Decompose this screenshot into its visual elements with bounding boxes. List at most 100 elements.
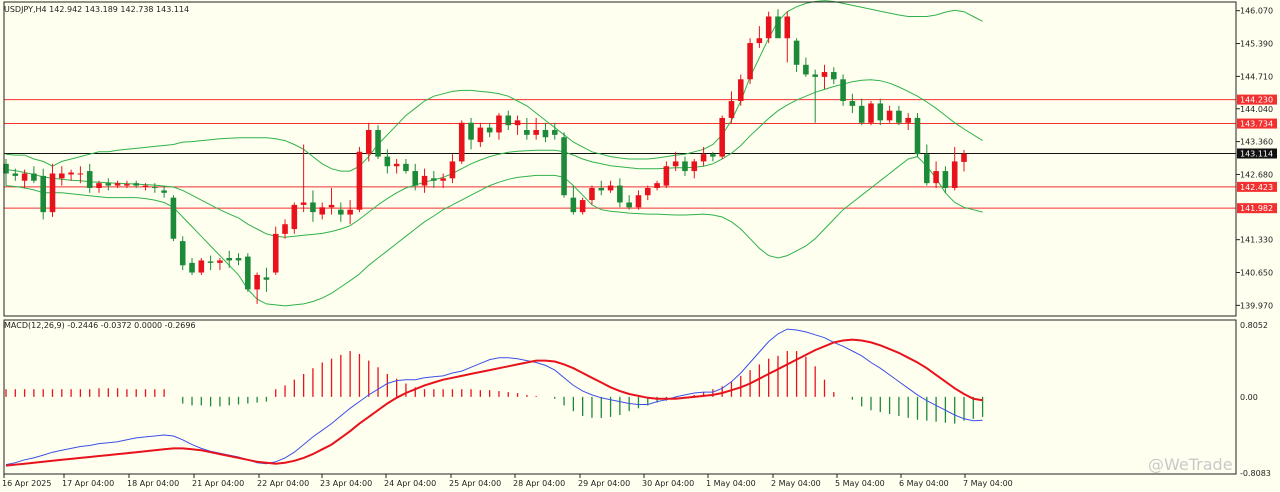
candle[interactable] (282, 219, 288, 239)
candle[interactable] (486, 122, 493, 138)
candle[interactable] (152, 183, 158, 193)
candle[interactable] (514, 115, 521, 135)
candle[interactable] (338, 202, 344, 222)
candle[interactable] (477, 122, 484, 147)
candle[interactable] (393, 159, 400, 174)
candle[interactable] (458, 120, 465, 164)
candle[interactable] (189, 258, 195, 275)
candle[interactable] (793, 38, 800, 73)
candle[interactable] (310, 190, 316, 222)
candle[interactable] (561, 132, 567, 198)
candle[interactable] (59, 166, 65, 186)
candle[interactable] (142, 183, 149, 191)
candle[interactable] (254, 272, 260, 304)
candle[interactable] (291, 202, 298, 234)
candle[interactable] (235, 253, 242, 266)
candle[interactable] (672, 151, 679, 172)
candle[interactable] (626, 195, 632, 210)
candle[interactable] (737, 74, 744, 106)
candle[interactable] (858, 98, 865, 126)
candle[interactable] (691, 159, 698, 179)
candle[interactable] (886, 105, 893, 123)
candle[interactable] (226, 250, 233, 268)
candle[interactable] (412, 163, 419, 191)
candle[interactable] (21, 169, 28, 188)
candle[interactable] (849, 93, 856, 114)
candle[interactable] (728, 91, 735, 123)
macd-pane[interactable] (5, 328, 984, 467)
candle[interactable] (700, 146, 707, 167)
candle[interactable] (877, 98, 884, 126)
candle[interactable] (784, 11, 791, 63)
candle[interactable] (747, 38, 753, 85)
candle[interactable] (40, 168, 46, 220)
candle[interactable] (319, 202, 326, 220)
candle[interactable] (86, 163, 93, 193)
candle[interactable] (896, 105, 902, 126)
candle[interactable] (272, 226, 279, 275)
candle[interactable] (830, 67, 837, 85)
candle[interactable] (942, 166, 949, 193)
candle[interactable] (598, 180, 605, 196)
candle[interactable] (951, 146, 958, 191)
candle[interactable] (124, 180, 130, 188)
candle[interactable] (114, 180, 121, 188)
candle[interactable] (496, 113, 502, 140)
candle[interactable] (403, 159, 409, 174)
candle[interactable] (365, 122, 372, 162)
candle[interactable] (207, 255, 214, 271)
candle[interactable] (933, 161, 939, 188)
candle[interactable] (31, 166, 37, 184)
candle[interactable] (756, 26, 763, 48)
candle[interactable] (710, 151, 716, 162)
candle[interactable] (924, 144, 930, 186)
candle[interactable] (431, 171, 437, 188)
price-pane[interactable] (3, 0, 1236, 307)
candle[interactable] (133, 180, 140, 188)
candle[interactable] (579, 197, 586, 215)
candle[interactable] (803, 57, 809, 77)
candle[interactable] (3, 159, 9, 186)
candle[interactable] (635, 190, 642, 210)
candle[interactable] (542, 122, 549, 143)
candle[interactable] (300, 144, 307, 213)
candle[interactable] (217, 258, 223, 271)
candle[interactable] (96, 180, 102, 193)
candle[interactable] (375, 125, 381, 159)
candle[interactable] (654, 180, 660, 191)
candle[interactable] (12, 168, 19, 181)
candle[interactable] (682, 156, 688, 176)
candle[interactable] (468, 117, 474, 150)
candle[interactable] (551, 122, 558, 140)
candle[interactable] (245, 253, 251, 292)
candle[interactable] (905, 113, 911, 131)
candle[interactable] (179, 236, 186, 271)
candle[interactable] (356, 146, 363, 213)
candle[interactable] (821, 64, 828, 89)
candle[interactable] (421, 168, 428, 193)
candle[interactable] (607, 180, 614, 193)
candle[interactable] (524, 117, 530, 140)
candle[interactable] (449, 154, 456, 184)
candle[interactable] (170, 195, 177, 242)
candle[interactable] (868, 101, 874, 126)
candle[interactable] (49, 163, 56, 217)
candle[interactable] (68, 169, 74, 181)
candle[interactable] (263, 267, 270, 292)
candle[interactable] (617, 178, 623, 208)
candle[interactable] (914, 113, 921, 157)
candle[interactable] (812, 69, 818, 123)
candle[interactable] (347, 200, 353, 225)
candle[interactable] (198, 258, 205, 275)
candle[interactable] (663, 161, 670, 188)
candle[interactable] (775, 9, 781, 39)
candle[interactable] (765, 11, 772, 44)
candle[interactable] (644, 185, 651, 201)
candle[interactable] (77, 166, 84, 184)
candle[interactable] (161, 185, 167, 198)
candle[interactable] (384, 149, 391, 174)
candle[interactable] (440, 173, 446, 188)
candle[interactable] (840, 74, 846, 106)
candle[interactable] (589, 185, 595, 205)
candle[interactable] (570, 185, 577, 215)
